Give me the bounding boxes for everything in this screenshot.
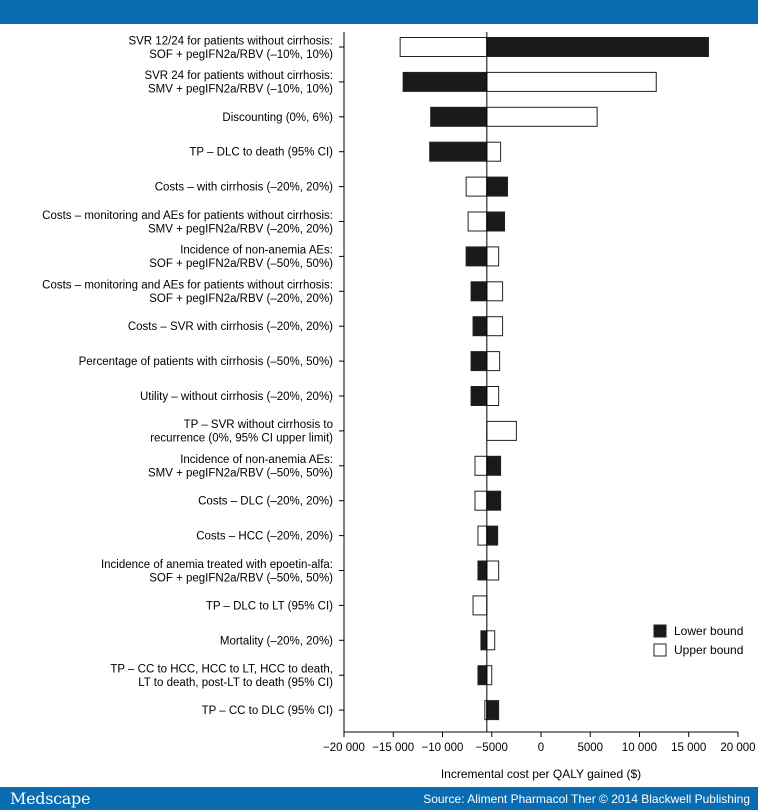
lower-bound-bar [486, 455, 502, 476]
lower-bound-bar [486, 490, 502, 511]
x-tick-label: −20 000 [323, 742, 365, 754]
legend-label-lower: Lower bound [674, 624, 743, 638]
lower-bound-bar [470, 351, 488, 372]
lower-bound-bar [430, 106, 488, 127]
category-label: Discounting (0%, 6%) [222, 112, 333, 124]
upper-bound-bar [474, 455, 488, 476]
category-label: TP – DLC to death (95% CI) [189, 147, 333, 159]
upper-bound-bar [486, 420, 517, 441]
x-tick-label: −15 000 [372, 742, 414, 754]
upper-bound-bar [472, 595, 488, 616]
legend-swatch-upper [653, 643, 667, 657]
upper-bound-bar [399, 37, 488, 57]
category-label: Utility – without cirrhosis (–20%, 20%) [140, 391, 333, 403]
upper-bound-bar [486, 71, 657, 92]
lower-bound-bar [402, 71, 488, 92]
tornado-chart: −20 000 −15 000 −10 000 −5000 0 5000 10 000 15 … [42, 32, 756, 781]
category-label: SVR 24 for patients without cirrhosis: SM… [144, 70, 333, 96]
x-tick-label: 10 000 [622, 742, 657, 754]
lower-bound-bar [470, 281, 488, 302]
upper-bound-bar [486, 630, 496, 651]
category-label: SVR 12/24 for patients without cirrhosis… [128, 35, 333, 61]
upper-bound-bar [486, 560, 500, 581]
upper-bound-bar [474, 490, 488, 511]
lower-bound-bar [429, 141, 488, 162]
x-tick-label: 15 000 [671, 742, 706, 754]
category-label: TP – CC to DLC (95% CI) [202, 705, 334, 717]
category-label: TP – DLC to LT (95% CI) [206, 600, 333, 612]
upper-bound-bar [486, 141, 502, 162]
upper-bound-bar [465, 176, 488, 197]
lower-bound-bar [486, 176, 509, 197]
x-axis-title: Incremental cost per QALY gained ($) [441, 767, 641, 781]
category-label: Costs – monitoring and AEs for patients … [42, 210, 333, 236]
x-tick-label: 0 [538, 742, 544, 754]
upper-bound-bar [486, 281, 504, 302]
lower-bound-bar [486, 525, 499, 546]
category-label: Costs – SVR with cirrhosis (–20%, 20%) [128, 321, 333, 333]
category-label: TP – CC to HCC, HCC to LT, HCC to death,… [110, 663, 333, 689]
source-credit: Source: Aliment Pharmacol Ther © 2014 Bl… [423, 791, 750, 806]
category-label: Incidence of non-anemia AEs: SOF + pegIFN… [149, 245, 333, 271]
upper-bound-bar [486, 665, 493, 686]
category-label: Costs – monitoring and AEs for patients … [42, 280, 333, 306]
category-label: Costs – with cirrhosis (–20%, 20%) [155, 182, 333, 194]
lower-bound-bar [486, 700, 500, 721]
header-band [0, 0, 758, 24]
upper-bound-bar [486, 106, 598, 127]
lower-bound-bar [480, 630, 488, 651]
upper-bound-bar [486, 386, 500, 406]
lower-bound-bar [486, 211, 506, 232]
category-label: Percentage of patients with cirrhosis (–… [79, 356, 334, 368]
upper-bound-bar [486, 316, 504, 337]
category-label: Costs – DLC (–20%, 20%) [198, 496, 333, 508]
category-label: TP – SVR without cirrhosis to recurrence … [150, 419, 333, 445]
upper-bound-bar [477, 525, 488, 546]
medscape-logo: Medscape [10, 789, 91, 808]
footer-band: Medscape Source: Aliment Pharmacol Ther … [0, 787, 758, 810]
lower-bound-bar [470, 386, 488, 406]
lower-bound-bar [477, 665, 488, 686]
lower-bound-bar [477, 560, 488, 581]
lower-bound-bar [465, 246, 488, 267]
category-label: Mortality (–20%, 20%) [220, 635, 333, 647]
x-tick-label: −5000 [476, 742, 508, 754]
upper-bound-bar [486, 246, 500, 267]
upper-bound-bar [467, 211, 488, 232]
x-tick-label: 20 000 [720, 742, 755, 754]
legend-label-upper: Upper bound [674, 643, 743, 657]
x-tick-label: 5000 [577, 742, 603, 754]
lower-bound-bar [472, 316, 488, 337]
category-label: Costs – HCC (–20%, 20%) [196, 531, 333, 543]
x-tick-label: −10 000 [422, 742, 464, 754]
category-label: Incidence of non-anemia AEs: SMV + pegIFN… [148, 454, 333, 480]
legend-swatch-lower [653, 624, 667, 638]
lower-bound-bar [486, 37, 709, 57]
category-label: Incidence of anemia treated with epoetin… [101, 559, 333, 585]
upper-bound-bar [486, 351, 501, 372]
